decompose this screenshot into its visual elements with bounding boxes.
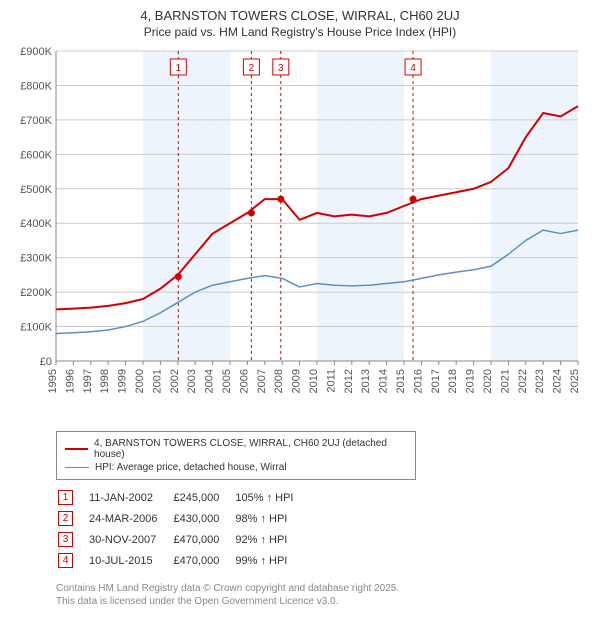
svg-text:1: 1 [176, 63, 182, 74]
sales-table: 1 11-JAN-2002£245,000105% ↑ HPI 2 24-MAR-20… [56, 486, 309, 572]
svg-text:1998: 1998 [99, 369, 111, 393]
legend-item-property: 4, BARNSTON TOWERS CLOSE, WIRRAL, CH60 2… [65, 438, 407, 460]
sale-pct: 105% ↑ HPI [235, 488, 307, 507]
legend: 4, BARNSTON TOWERS CLOSE, WIRRAL, CH60 2… [56, 431, 416, 480]
sale-price: £430,000 [173, 509, 233, 528]
chart-title-subtitle: Price paid vs. HM Land Registry's House … [12, 25, 588, 39]
svg-text:2020: 2020 [482, 369, 494, 393]
price-chart: £0 £100K £200K £300K £400K £500K £600K £700K £80… [12, 45, 588, 425]
svg-text:2008: 2008 [273, 369, 285, 393]
svg-text:£300K: £300K [20, 253, 52, 265]
svg-text:£400K: £400K [20, 218, 52, 230]
svg-text:2001: 2001 [151, 369, 163, 393]
svg-text:2024: 2024 [552, 369, 564, 393]
sale-date: 30-NOV-2007 [89, 530, 171, 549]
svg-text:£500K: £500K [20, 184, 52, 196]
sale-pct: 92% ↑ HPI [235, 530, 307, 549]
svg-text:1996: 1996 [64, 369, 76, 393]
footer-copyright: Contains HM Land Registry data © Crown c… [56, 582, 588, 595]
sale-row: 3 30-NOV-2007£470,00092% ↑ HPI [58, 530, 307, 549]
svg-text:£600K: £600K [20, 149, 52, 161]
svg-text:2009: 2009 [291, 369, 303, 393]
svg-text:2022: 2022 [517, 369, 529, 393]
sale-date: 10-JUL-2015 [89, 551, 171, 570]
svg-text:2003: 2003 [186, 369, 198, 393]
legend-label-hpi: HPI: Average price, detached house, Wirr… [95, 462, 287, 473]
sale-price: £470,000 [173, 551, 233, 570]
svg-text:2012: 2012 [343, 369, 355, 393]
sale-date: 11-JAN-2002 [89, 488, 171, 507]
svg-text:2000: 2000 [134, 369, 146, 393]
sale-row: 2 24-MAR-2006£430,00098% ↑ HPI [58, 509, 307, 528]
svg-text:2005: 2005 [221, 369, 233, 393]
svg-text:1997: 1997 [82, 369, 94, 393]
svg-text:£900K: £900K [20, 46, 52, 58]
footer: Contains HM Land Registry data © Crown c… [56, 582, 588, 608]
sale-pct: 99% ↑ HPI [235, 551, 307, 570]
svg-text:2015: 2015 [395, 369, 407, 393]
chart-title-address: 4, BARNSTON TOWERS CLOSE, WIRRAL, CH60 2… [12, 8, 588, 23]
svg-text:£700K: £700K [20, 115, 52, 127]
legend-item-hpi: HPI: Average price, detached house, Wirr… [65, 462, 407, 473]
svg-text:2011: 2011 [325, 369, 337, 393]
svg-text:4: 4 [410, 63, 416, 74]
svg-text:2010: 2010 [308, 369, 320, 393]
svg-text:1999: 1999 [117, 369, 129, 393]
svg-text:2002: 2002 [169, 369, 181, 393]
sale-pct: 98% ↑ HPI [235, 509, 307, 528]
sale-row: 1 11-JAN-2002£245,000105% ↑ HPI [58, 488, 307, 507]
svg-text:£200K: £200K [20, 287, 52, 299]
chart-canvas: £0 £100K £200K £300K £400K £500K £600K £700K £80… [12, 45, 588, 425]
svg-text:£100K: £100K [20, 322, 52, 334]
sale-marker: 2 [58, 511, 73, 526]
legend-swatch-hpi [65, 467, 89, 468]
svg-text:2006: 2006 [238, 369, 250, 393]
sale-marker: 1 [58, 490, 73, 505]
sale-price: £245,000 [173, 488, 233, 507]
svg-text:2007: 2007 [256, 369, 268, 393]
svg-text:£800K: £800K [20, 80, 52, 92]
svg-text:2019: 2019 [465, 369, 477, 393]
svg-text:2013: 2013 [360, 369, 372, 393]
svg-text:2021: 2021 [499, 369, 511, 393]
footer-license: This data is licensed under the Open Gov… [56, 595, 588, 608]
legend-swatch-property [65, 448, 88, 450]
svg-text:2004: 2004 [204, 369, 216, 393]
svg-text:1995: 1995 [47, 369, 59, 393]
sale-marker: 3 [58, 532, 73, 547]
svg-text:2017: 2017 [430, 369, 442, 393]
svg-text:2016: 2016 [412, 369, 424, 393]
svg-text:2018: 2018 [447, 369, 459, 393]
svg-text:2023: 2023 [534, 369, 546, 393]
sale-date: 24-MAR-2006 [89, 509, 171, 528]
svg-text:£0: £0 [40, 356, 52, 368]
sale-price: £470,000 [173, 530, 233, 549]
legend-label-property: 4, BARNSTON TOWERS CLOSE, WIRRAL, CH60 2… [94, 438, 407, 460]
svg-text:2: 2 [249, 63, 255, 74]
svg-text:2025: 2025 [569, 369, 581, 393]
svg-text:2014: 2014 [378, 369, 390, 393]
svg-text:3: 3 [278, 63, 284, 74]
sale-marker: 4 [58, 553, 73, 568]
sale-row: 4 10-JUL-2015£470,00099% ↑ HPI [58, 551, 307, 570]
